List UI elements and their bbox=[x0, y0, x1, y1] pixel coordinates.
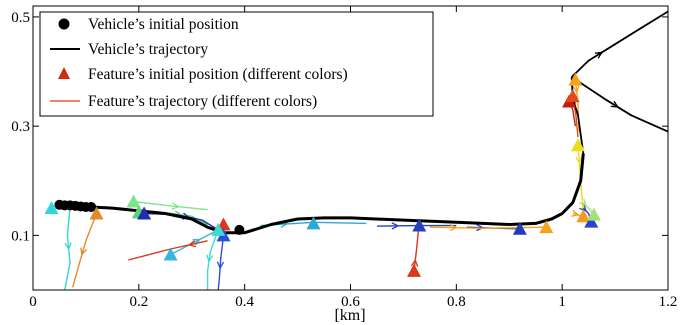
feature-trajectory-arrow bbox=[572, 85, 580, 94]
feature-trajectory-arrow bbox=[575, 156, 583, 165]
axes-layer: 0 0.2 0.4 0.6 0.8 1 1.2 0.1 0.3 0.5 bbox=[11, 5, 678, 310]
feature-initial-position bbox=[137, 206, 152, 220]
x-tick-label: 0.6 bbox=[341, 294, 360, 310]
feature-trajectory-arrow bbox=[449, 224, 458, 232]
feature-initial-position bbox=[412, 218, 427, 232]
feature-initial-position bbox=[126, 194, 141, 208]
vehicle-trajectory bbox=[571, 76, 668, 133]
feature-trajectory bbox=[72, 213, 98, 288]
feature-initial-position bbox=[565, 89, 580, 103]
legend-entry-vehicle-trajectory: Vehicle’s trajectory bbox=[88, 41, 208, 58]
vehicle-trajectory-arrow bbox=[610, 100, 619, 108]
y-tick-label: 0.1 bbox=[11, 228, 30, 244]
x-tick-label: 0.4 bbox=[235, 294, 254, 310]
series-layer bbox=[44, 10, 668, 290]
vehicle-trajectory-arrow bbox=[594, 51, 604, 59]
x-tick-label: 0 bbox=[29, 294, 37, 310]
legend-box bbox=[39, 11, 434, 117]
feature-initial-position bbox=[571, 138, 586, 152]
feature-initial-position bbox=[576, 209, 591, 223]
feature-initial-position bbox=[163, 247, 178, 261]
feature-initial-position bbox=[44, 201, 59, 215]
feature-trajectory-arrow bbox=[391, 222, 400, 230]
legend-entry-feature-trajectory: Feature’s trajectory (different colors) bbox=[88, 93, 317, 110]
feature-initial-position bbox=[89, 206, 104, 220]
legend-entry-feature-initial: Feature’s initial position (different co… bbox=[88, 66, 348, 83]
x-tick-label: 0.2 bbox=[129, 294, 148, 310]
vehicle-trajectory bbox=[59, 153, 585, 235]
vehicle-initial-position bbox=[86, 201, 97, 212]
feature-trajectory-arrow bbox=[216, 261, 225, 270]
vehicle-initial-position bbox=[234, 224, 245, 235]
feature-initial-position bbox=[568, 72, 583, 86]
x-tick-label: 0.8 bbox=[447, 294, 466, 310]
feature-initial-position bbox=[211, 222, 226, 236]
feature-trajectory-arrow bbox=[171, 202, 180, 210]
feature-trajectory-arrow bbox=[64, 242, 72, 251]
feature-trajectory-arrow bbox=[206, 254, 214, 263]
x-tick-label: 1.2 bbox=[659, 294, 678, 310]
x-axis-label: [km] bbox=[334, 307, 365, 324]
feature-trajectory-arrow bbox=[187, 240, 197, 248]
feature-initial-position bbox=[512, 221, 527, 235]
vehicle-trajectory bbox=[571, 10, 668, 78]
feature-trajectory-arrow bbox=[410, 258, 419, 267]
feature-trajectory-arrow bbox=[579, 198, 588, 207]
feature-initial-position bbox=[306, 216, 321, 230]
x-tick-label: 1 bbox=[558, 294, 566, 310]
y-tick-label: 0.5 bbox=[11, 10, 30, 26]
y-tick-label: 0.3 bbox=[11, 119, 30, 135]
legend-marker-feature-initial bbox=[58, 67, 70, 79]
feature-trajectory bbox=[429, 226, 547, 230]
legend-marker-vehicle-initial bbox=[58, 18, 70, 30]
feature-initial-position bbox=[539, 220, 554, 234]
legend: Vehicle’s initial position Vehicle’s tra… bbox=[39, 11, 434, 117]
feature-initial-position bbox=[407, 263, 421, 277]
legend-entry-vehicle-initial: Vehicle’s initial position bbox=[88, 16, 239, 33]
feature-initial-position bbox=[586, 207, 601, 221]
feature-trajectory-arrow bbox=[579, 203, 588, 212]
feature-trajectory-arrow bbox=[571, 209, 580, 217]
feature-initial-position bbox=[584, 214, 599, 228]
feature-trajectory-arrow bbox=[80, 247, 88, 256]
